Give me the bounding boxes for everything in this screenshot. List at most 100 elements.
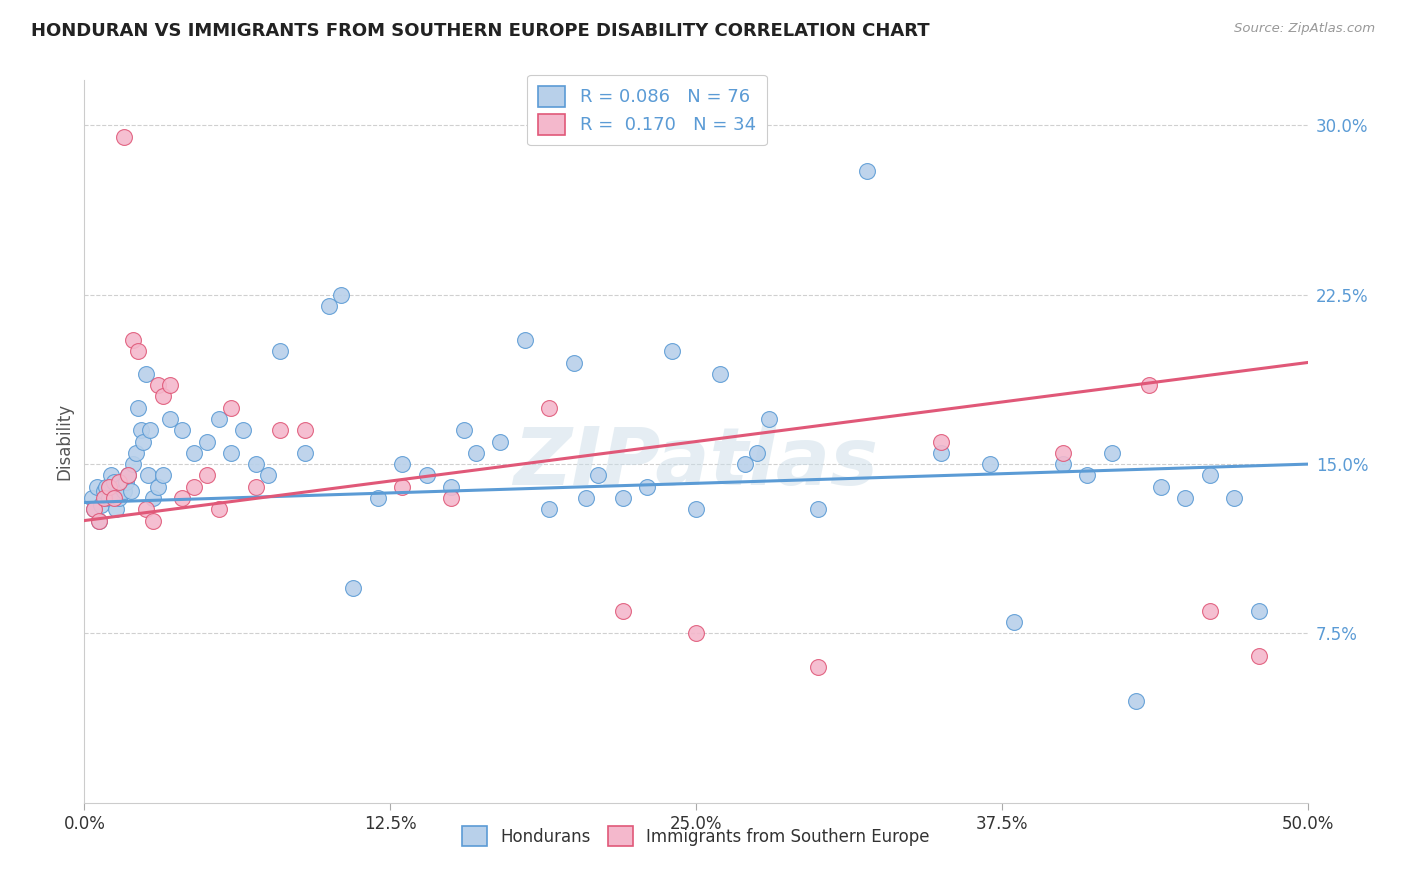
- Point: [83, 502, 105, 516]
- Point: [195, 434, 218, 449]
- Point: [367, 491, 389, 505]
- Point: [1223, 491, 1246, 505]
- Point: [734, 457, 756, 471]
- Point: [122, 457, 145, 471]
- Point: [135, 367, 157, 381]
- Point: [127, 344, 149, 359]
- Point: [586, 468, 609, 483]
- Point: [103, 475, 125, 490]
- Point: [612, 604, 634, 618]
- Point: [136, 468, 159, 483]
- Point: [142, 491, 165, 505]
- Point: [661, 344, 683, 359]
- Point: [1247, 604, 1270, 618]
- Point: [96, 480, 118, 494]
- Point: [342, 582, 364, 596]
- Point: [232, 423, 254, 437]
- Point: [245, 480, 267, 494]
- Point: [747, 446, 769, 460]
- Point: [152, 468, 174, 483]
- Point: [538, 502, 561, 516]
- Point: [97, 491, 120, 505]
- Point: [929, 446, 952, 460]
- Point: [86, 480, 108, 494]
- Text: ZIPatlas: ZIPatlas: [513, 425, 879, 502]
- Point: [125, 446, 148, 460]
- Point: [562, 355, 585, 369]
- Point: [685, 626, 707, 640]
- Point: [330, 287, 353, 301]
- Point: [132, 434, 155, 449]
- Text: HONDURAN VS IMMIGRANTS FROM SOUTHERN EUROPE DISABILITY CORRELATION CHART: HONDURAN VS IMMIGRANTS FROM SOUTHERN EUR…: [31, 22, 929, 40]
- Point: [129, 423, 152, 437]
- Point: [1150, 480, 1173, 494]
- Point: [1137, 378, 1160, 392]
- Point: [142, 514, 165, 528]
- Point: [636, 480, 658, 494]
- Point: [90, 498, 112, 512]
- Legend: Hondurans, Immigrants from Southern Europe: Hondurans, Immigrants from Southern Euro…: [456, 820, 936, 852]
- Point: [103, 491, 125, 505]
- Point: [183, 446, 205, 460]
- Point: [575, 491, 598, 505]
- Point: [1052, 457, 1074, 471]
- Point: [1101, 446, 1123, 460]
- Point: [107, 475, 129, 490]
- Point: [93, 491, 115, 505]
- Point: [208, 502, 231, 516]
- Point: [758, 412, 780, 426]
- Point: [139, 423, 162, 437]
- Point: [146, 480, 169, 494]
- Point: [294, 423, 316, 437]
- Point: [685, 502, 707, 516]
- Point: [97, 480, 120, 494]
- Point: [1247, 648, 1270, 663]
- Point: [112, 129, 135, 144]
- Point: [1002, 615, 1025, 630]
- Point: [979, 457, 1001, 471]
- Point: [100, 468, 122, 483]
- Point: [83, 502, 105, 516]
- Point: [172, 423, 194, 437]
- Point: [183, 480, 205, 494]
- Point: [391, 457, 413, 471]
- Point: [112, 484, 135, 499]
- Point: [115, 475, 138, 490]
- Point: [538, 401, 561, 415]
- Text: Source: ZipAtlas.com: Source: ZipAtlas.com: [1234, 22, 1375, 36]
- Point: [929, 434, 952, 449]
- Y-axis label: Disability: Disability: [55, 403, 73, 480]
- Point: [416, 468, 439, 483]
- Point: [159, 412, 181, 426]
- Point: [87, 514, 110, 528]
- Point: [117, 468, 139, 483]
- Point: [159, 378, 181, 392]
- Point: [110, 480, 132, 494]
- Point: [294, 446, 316, 460]
- Point: [1198, 468, 1220, 483]
- Point: [120, 484, 142, 499]
- Point: [318, 299, 340, 313]
- Point: [1052, 446, 1074, 460]
- Point: [127, 401, 149, 415]
- Point: [807, 502, 830, 516]
- Point: [440, 480, 463, 494]
- Point: [464, 446, 486, 460]
- Point: [807, 660, 830, 674]
- Point: [219, 446, 242, 460]
- Point: [1076, 468, 1098, 483]
- Point: [117, 468, 139, 483]
- Point: [105, 502, 128, 516]
- Point: [269, 423, 291, 437]
- Point: [80, 491, 103, 505]
- Point: [146, 378, 169, 392]
- Point: [219, 401, 242, 415]
- Point: [709, 367, 731, 381]
- Point: [513, 333, 536, 347]
- Point: [1125, 694, 1147, 708]
- Point: [122, 333, 145, 347]
- Point: [208, 412, 231, 426]
- Point: [453, 423, 475, 437]
- Point: [489, 434, 512, 449]
- Point: [440, 491, 463, 505]
